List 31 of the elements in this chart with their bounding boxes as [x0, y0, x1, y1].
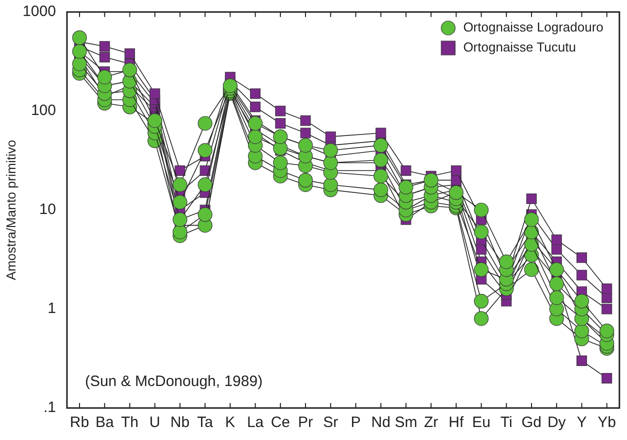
x-tick-label: Yb: [598, 414, 616, 432]
annotation: (Sun & McDonough, 1989): [84, 373, 263, 390]
x-tick-label: Y: [576, 414, 587, 432]
x-tick-label: K: [225, 414, 236, 432]
y-tick-label: .1: [43, 399, 56, 416]
y-tick-label: 1000: [22, 3, 56, 20]
x-tick-label: Nd: [371, 414, 390, 432]
x-tick-label: Sr: [323, 414, 338, 432]
x-tick-label: Ce: [270, 414, 290, 432]
x-tick-label: Ba: [95, 414, 114, 432]
y-tick-label: 100: [30, 102, 56, 120]
x-tick-label: Th: [120, 414, 139, 432]
y-tick-label: 1: [48, 300, 56, 318]
x-tick-label: Ti: [500, 414, 512, 432]
x-tick-label: Pr: [298, 414, 314, 432]
x-tick-label: Dy: [547, 414, 566, 432]
x-tick-label: Sm: [394, 414, 418, 432]
x-tick-label: Rb: [70, 414, 90, 432]
x-tick-label: La: [246, 414, 264, 432]
x-tick-label: P: [350, 414, 361, 432]
x-tick-label: Eu: [472, 414, 490, 432]
y-axis-title: Amostra/Manto primitivo: [3, 140, 18, 280]
x-tick-label: Hf: [448, 414, 465, 432]
x-tick-label: Nb: [170, 414, 190, 432]
x-tick-label: U: [149, 414, 160, 432]
legend-label: Ortognaisse Logradouro: [463, 20, 604, 35]
x-tick-label: Ta: [197, 414, 214, 432]
x-tick-label: Gd: [522, 414, 542, 432]
legend-label: Ortognaisse Tucutu: [463, 40, 576, 55]
y-tick-label: 10: [39, 201, 56, 218]
x-tick-label: Zr: [424, 414, 438, 432]
